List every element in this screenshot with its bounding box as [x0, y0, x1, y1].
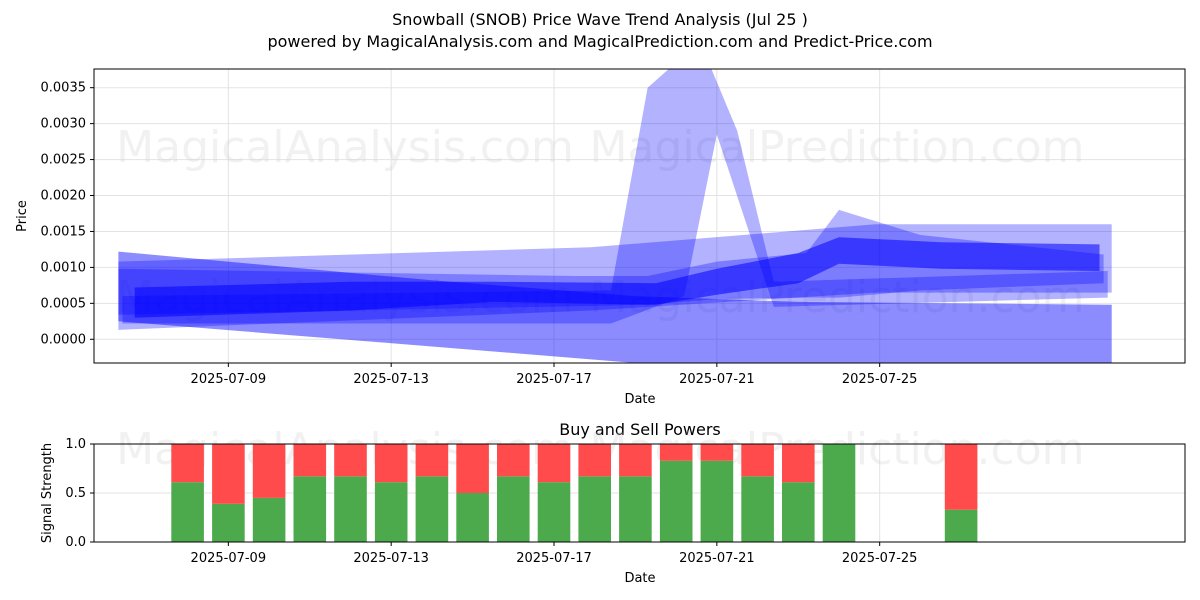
sell-bar — [659, 444, 693, 461]
signal-x-tick-label: 2025-07-09 — [191, 551, 267, 566]
price-y-tick-label: 0.0005 — [41, 296, 87, 311]
price-x-tick-label: 2025-07-17 — [516, 372, 592, 387]
buy-bar — [537, 482, 571, 542]
price-y-tick-label: 0.0035 — [41, 81, 87, 96]
buy-bar — [252, 497, 286, 542]
signal-y-ticks: 0.0 0.5 1.0 — [65, 437, 94, 550]
signal-x-tick-label: 2025-07-17 — [516, 551, 592, 566]
buy-bar — [415, 476, 449, 542]
buy-bar — [782, 482, 815, 542]
sell-bar — [456, 444, 489, 493]
buy-bar — [741, 476, 774, 542]
buy-bar — [700, 460, 734, 542]
sell-bar — [252, 444, 286, 498]
sell-bar — [374, 444, 408, 483]
price-x-tick-label: 2025-07-21 — [679, 372, 755, 387]
price-y-tick-label: 0.0010 — [41, 260, 87, 275]
signal-x-tick-label: 2025-07-21 — [679, 551, 755, 566]
price-watermarks: MagicalAnalysis.com MagicalPrediction.co… — [116, 122, 1084, 323]
price-y-ticks: 0.0000 0.0005 0.0010 0.0015 0.0020 0.0025 0.00… — [41, 81, 94, 347]
signal-x-axis-label: Date — [624, 571, 655, 586]
sell-bar — [578, 444, 611, 477]
price-x-tick-label: 2025-07-25 — [842, 372, 918, 387]
chart-subtitle: powered by MagicalAnalysis.com and Magic… — [267, 32, 932, 51]
sell-bar — [619, 444, 652, 477]
sell-bar — [212, 444, 245, 504]
wave-band-core-wave — [134, 237, 1100, 318]
sell-bar — [171, 444, 204, 483]
price-y-tick-label: 0.0020 — [41, 189, 87, 204]
buy-bar — [619, 476, 652, 542]
buy-bar — [171, 482, 204, 542]
wave-band-descending-lower-band — [118, 251, 1112, 363]
price-panel: MagicalAnalysis.com MagicalPrediction.co… — [15, 68, 1186, 407]
price-y-axis-label: Price — [15, 200, 30, 232]
signal-y-axis-label: Signal Strength — [40, 443, 55, 543]
price-x-axis-label: Date — [624, 392, 655, 407]
sell-bar — [497, 444, 530, 477]
buy-bar — [578, 476, 611, 542]
signal-panel: Buy and Sell Powers MagicalAnalysis.com … — [40, 420, 1186, 586]
signal-bars — [171, 444, 978, 542]
price-y-tick-label: 0.0000 — [41, 332, 87, 347]
sell-bar — [293, 444, 327, 477]
price-x-tick-label: 2025-07-13 — [353, 372, 429, 387]
price-axes-frame — [93, 68, 1186, 364]
chart-title: Snowball (SNOB) Price Wave Trend Analysi… — [392, 10, 808, 29]
buy-bar — [659, 460, 693, 542]
sell-bar — [334, 444, 367, 477]
sell-bar — [741, 444, 774, 477]
sell-bar — [537, 444, 571, 483]
sell-bar — [944, 444, 978, 510]
watermark-analysis: MagicalAnalysis.com — [116, 122, 574, 173]
price-y-tick-label: 0.0030 — [41, 117, 87, 132]
price-wave-bands — [118, 69, 1112, 363]
price-x-tick-label: 2025-07-09 — [191, 372, 267, 387]
sell-bar — [782, 444, 815, 483]
sell-bar — [700, 444, 734, 461]
price-y-tick-label: 0.0015 — [41, 224, 87, 239]
signal-y-tick-label: 0.5 — [65, 486, 86, 501]
buy-bar — [374, 482, 408, 542]
buy-bar — [944, 509, 978, 542]
buy-bar — [822, 444, 856, 542]
price-y-tick-label: 0.0025 — [41, 153, 87, 168]
buy-bar — [334, 476, 367, 542]
signal-y-tick-label: 0.0 — [65, 535, 86, 550]
buy-bar — [212, 503, 245, 542]
signal-x-ticks: 2025-07-09 2025-07-13 2025-07-17 2025-07-21… — [191, 542, 918, 566]
buy-bar — [497, 476, 530, 542]
buy-bar — [293, 476, 327, 542]
price-x-ticks: 2025-07-09 2025-07-13 2025-07-17 2025-07-21… — [191, 363, 918, 387]
sell-bar — [415, 444, 449, 477]
buy-bar — [456, 493, 489, 542]
signal-x-tick-label: 2025-07-25 — [842, 551, 918, 566]
signal-panel-title: Buy and Sell Powers — [559, 420, 721, 439]
signal-y-tick-label: 1.0 — [65, 437, 86, 452]
watermark-prediction: MagicalPrediction.com — [590, 122, 1085, 173]
signal-x-tick-label: 2025-07-13 — [353, 551, 429, 566]
